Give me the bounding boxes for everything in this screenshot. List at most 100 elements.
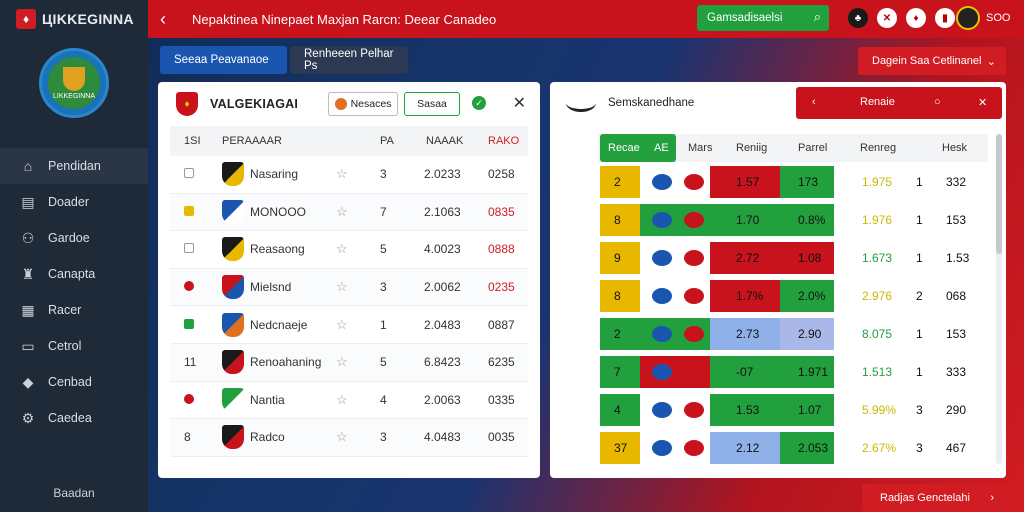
column-header[interactable]: PERAAAAR (222, 135, 282, 147)
odds-cell[interactable]: 2.053 (798, 441, 829, 455)
column-header[interactable]: RAKO (488, 135, 520, 147)
column-header[interactable]: 1SI (184, 135, 201, 147)
value-cell: 0835 (488, 204, 515, 219)
team-name[interactable]: Nasaring (250, 167, 299, 182)
odds-cell[interactable]: 0.8% (798, 213, 826, 227)
scrollbar[interactable] (996, 134, 1002, 464)
table-row[interactable]: Nasaring ☆ 3 2.0233 0258 (170, 156, 528, 194)
team-name[interactable]: Nedcnaeje (250, 317, 308, 332)
club-badge-icon[interactable]: ✕ (877, 8, 897, 28)
odds-cell[interactable]: 2.90 (798, 327, 822, 341)
close-icon[interactable]: ✕ (978, 97, 988, 109)
bottom-action-button[interactable]: Radjas Genctelahi › (862, 484, 1006, 512)
rank-cell: 2 (614, 327, 621, 341)
rating-cell: 1.513 (862, 365, 893, 379)
odds-cell[interactable]: 1.971 (798, 365, 829, 379)
search-button[interactable]: Gamsadisaelsi ⌕ (697, 5, 829, 31)
table-row[interactable]: Mielsnd ☆ 3 2.0062 0235 (170, 268, 528, 307)
count-cell: 1 (916, 213, 923, 227)
secondary-button[interactable]: Nesaces (328, 92, 398, 116)
odds-row[interactable]: 2 2.73 2.90 8.075 1 153 (598, 318, 988, 350)
team-name[interactable]: Renoahaning (250, 355, 322, 370)
sidebar-footer[interactable]: Baadan (53, 486, 95, 500)
points-cell: 2.0483 (424, 317, 461, 332)
odds-cell[interactable]: 2.72 (736, 251, 760, 265)
tab-renheeen[interactable]: Renheeen Pelhar Ps (290, 46, 408, 74)
primary-button[interactable]: Sasaa (404, 92, 460, 116)
odds-cell[interactable]: 1.70 (736, 213, 760, 227)
column-header[interactable]: Renreg (860, 142, 897, 154)
column-header[interactable]: Reniig (736, 142, 768, 154)
column-header[interactable]: Hesk (942, 142, 968, 154)
odds-row[interactable]: 8 1.70 0.8% 1.976 1 153 (598, 204, 988, 236)
select-checkbox[interactable] (184, 243, 194, 254)
table-row[interactable]: Reasaong ☆ 5 4.0023 0888 (170, 231, 528, 269)
favorite-icon[interactable]: ☆ (336, 429, 348, 445)
club-badge-icon[interactable]: ♣ (848, 8, 868, 28)
odds-cell[interactable]: 2.12 (736, 441, 760, 455)
user-label: SOO (986, 12, 1011, 24)
club-badge-icon[interactable]: ▮ (935, 8, 955, 28)
team-name[interactable]: Radco (250, 430, 285, 445)
brand[interactable]: ♦ ЦIKKEGINNA (0, 0, 148, 38)
odds-row[interactable]: 2 1.57 173 1.975 1 332 (598, 166, 988, 198)
column-header[interactable]: Mars (688, 142, 713, 154)
action-label[interactable]: Renaie (860, 96, 895, 108)
favorite-icon[interactable]: ☆ (336, 354, 348, 370)
tab-seeaa[interactable]: Seeaa Peavanaoe (160, 46, 287, 74)
avatar[interactable] (956, 6, 980, 30)
odds-cell[interactable]: 1.53 (736, 403, 760, 417)
odds-cell[interactable]: 2.73 (736, 327, 760, 341)
column-header[interactable]: AE (654, 142, 669, 154)
table-row[interactable]: 8 Radco ☆ 3 4.0483 0035 (170, 419, 528, 457)
played-cell: 3 (380, 280, 387, 295)
odds-row[interactable]: 8 1.7% 2.0% 2.976 2 068 (598, 280, 988, 312)
favorite-icon[interactable]: ☆ (336, 316, 348, 332)
chevron-left-icon[interactable]: ‹ (812, 96, 816, 108)
column-header[interactable]: NAAAK (426, 135, 464, 147)
sidebar-item-doader[interactable]: ▤ Doader (0, 184, 148, 220)
favorite-icon[interactable]: ☆ (336, 391, 348, 407)
odds-row[interactable]: 4 1.53 1.07 5.99% 3 290 (598, 394, 988, 426)
sidebar-item-canapta[interactable]: ♜ Canapta (0, 256, 148, 292)
column-header[interactable]: PA (380, 135, 394, 147)
odds-cell[interactable]: 173 (798, 175, 819, 189)
team-name[interactable]: Mielsnd (250, 280, 292, 295)
odds-row[interactable]: 9 2.72 1.08 1.673 1 1.53 (598, 242, 988, 274)
column-header[interactable]: Recae (608, 142, 640, 154)
odds-cell[interactable]: 1.57 (736, 175, 760, 189)
sidebar-item-pendidan[interactable]: ⌂ Pendidan (0, 148, 148, 184)
close-icon[interactable]: ✕ (512, 95, 526, 112)
filter-dropdown[interactable]: Dagein Saa Cetlinanel ⌄ (858, 47, 1006, 75)
table-row[interactable]: MONOOO ☆ 7 2.1063 0835 (170, 193, 528, 232)
odds-row[interactable]: 37 2.12 2.053 2.67% 3 467 (598, 432, 988, 464)
team-name[interactable]: MONOOO (250, 204, 306, 219)
column-header[interactable]: Parrel (798, 142, 828, 154)
odds-cell[interactable]: -07 (736, 365, 754, 379)
sidebar-item-cenbad[interactable]: ◆ Cenbad (0, 364, 148, 400)
team-name[interactable]: Nantia (250, 392, 285, 407)
club-badge-icon[interactable]: ♦ (906, 8, 926, 28)
search-icon[interactable]: ○ (934, 96, 941, 108)
table-row[interactable]: Nantia ☆ 4 2.0063 0335 (170, 382, 528, 420)
back-arrow-icon[interactable]: ‹ (160, 8, 166, 29)
odds-cell[interactable]: 1.08 (798, 251, 822, 265)
sidebar-item-caedea[interactable]: ⚙ Caedea (0, 400, 148, 436)
favorite-icon[interactable]: ☆ (336, 166, 348, 182)
sidebar-item-gardoe[interactable]: ⚇ Gardoe (0, 220, 148, 256)
odds-cell[interactable]: 1.07 (798, 403, 822, 417)
odds-cell[interactable]: 1.7% (736, 289, 764, 303)
favorite-icon[interactable]: ☆ (336, 203, 348, 219)
odds-row[interactable]: 7 -07 1.971 1.513 1 333 (598, 356, 988, 388)
check-icon[interactable]: ✓ (472, 96, 486, 110)
select-checkbox[interactable] (184, 168, 194, 179)
team-name[interactable]: Reasaong (250, 242, 305, 257)
sidebar-item-cetrol[interactable]: ▭ Cetrol (0, 328, 148, 364)
table-row[interactable]: Nedcnaeje ☆ 1 2.0483 0887 (170, 306, 528, 344)
odds-cell[interactable]: 2.0% (798, 289, 826, 303)
score-cell: 068 (946, 289, 967, 303)
sidebar-item-racer[interactable]: ▦ Racer (0, 292, 148, 328)
table-row[interactable]: 11 Renoahaning ☆ 5 6.8423 6235 (170, 343, 528, 382)
favorite-icon[interactable]: ☆ (336, 241, 348, 257)
favorite-icon[interactable]: ☆ (336, 279, 348, 295)
